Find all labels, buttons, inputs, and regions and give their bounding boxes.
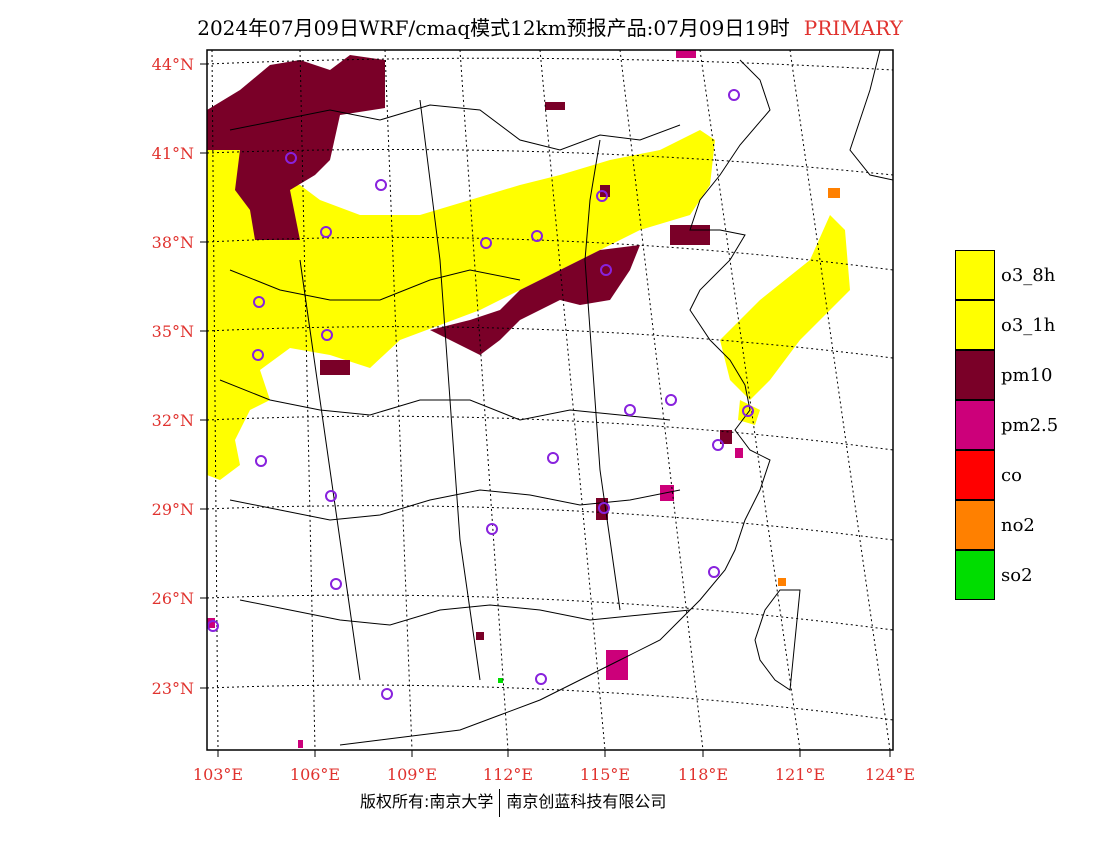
title-text: 2024年07月09日WRF/cmaq模式12km预报产品:07月09日19时 [197,16,790,40]
o3-region-north [207,130,715,480]
lat-label-35: 35°N [152,322,194,341]
lon-label-103: 103°E [193,765,243,784]
lon-label-106: 106°E [290,765,340,784]
lat-label-26: 26°N [152,589,194,608]
map-title: 2024年07月09日WRF/cmaq模式12km预报产品:07月09日19时 P… [0,12,1100,41]
map-frame [206,49,894,751]
legend-item-pm10: pm10 [955,350,1058,400]
legend-swatch [955,500,995,550]
lat-label-23: 23°N [152,679,194,698]
legend-label: no2 [1001,514,1035,536]
legend-label: so2 [1001,564,1033,586]
city-markers [207,89,754,700]
legend-label: o3_8h [1001,264,1056,286]
legend-item-no2: no2 [955,500,1058,550]
pollutant-legend: o3_8h o3_1h pm10 pm2.5 co no2 so2 [955,250,1058,600]
legend-item-pm25: pm2.5 [955,400,1058,450]
legend-label: o3_1h [1001,314,1056,336]
longitude-axis: 103°E 106°E 109°E 112°E 115°E 118°E 121°… [193,750,915,784]
boundaries [219,50,893,746]
lon-label-118: 118°E [678,765,728,784]
footer-divider [499,788,501,817]
lat-label-32: 32°N [152,411,194,430]
lon-label-115: 115°E [580,765,630,784]
legend-swatch [955,550,995,600]
legend-item-o3-1h: o3_1h [955,300,1058,350]
legend-label: pm2.5 [1001,414,1059,436]
copyright-footer: 版权所有:南京大学 南京创蓝科技有限公司 [360,788,666,817]
lat-label-38: 38°N [152,233,194,252]
graticule [207,50,893,750]
pollution-layers [207,50,893,750]
legend-swatch [955,250,995,300]
lat-label-41: 41°N [152,144,194,163]
lon-label-109: 109°E [387,765,437,784]
pm10-region-nw [207,55,385,240]
latitude-axis: 44°N 41°N 38°N 35°N 32°N 29°N 26°N 23°N [152,55,207,698]
legend-item-o3-8h: o3_8h [955,250,1058,300]
legend-item-so2: so2 [955,550,1058,600]
lat-label-44: 44°N [152,55,194,74]
legend-swatch [955,450,995,500]
lon-label-124: 124°E [865,765,915,784]
copyright-left: 版权所有:南京大学 [360,792,494,811]
legend-item-co: co [955,450,1058,500]
legend-swatch [955,300,995,350]
legend-label: pm10 [1001,364,1053,386]
lat-label-29: 29°N [152,500,194,519]
primary-tag: PRIMARY [803,16,903,40]
copyright-right: 南京创蓝科技有限公司 [506,792,667,811]
legend-label: co [1001,464,1022,486]
lon-label-112: 112°E [483,765,533,784]
legend-swatch [955,400,995,450]
legend-swatch [955,350,995,400]
lon-label-121: 121°E [775,765,825,784]
